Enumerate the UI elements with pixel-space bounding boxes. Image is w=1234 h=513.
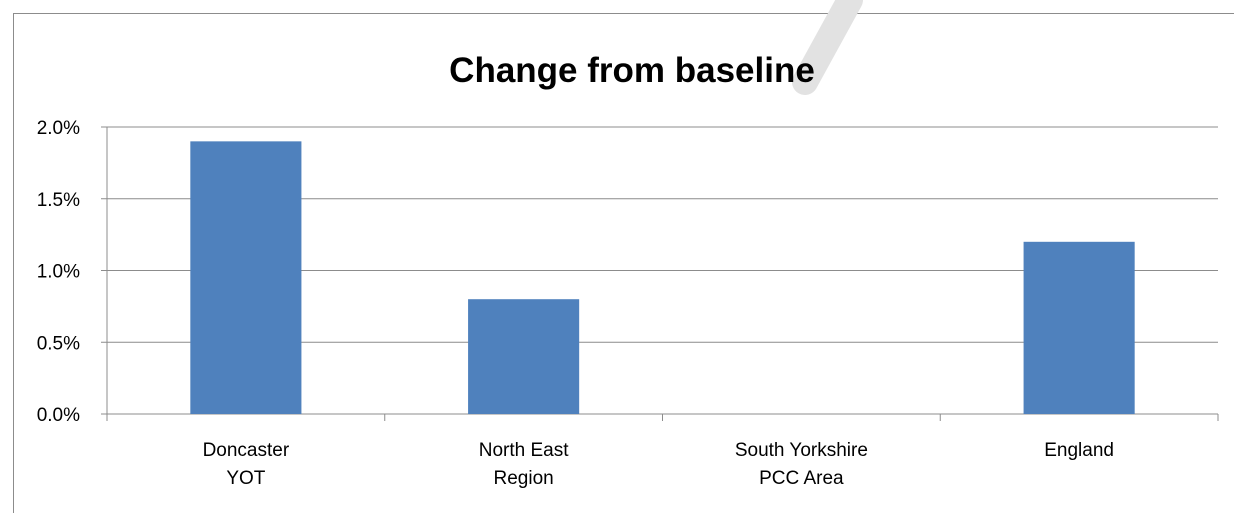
- x-tick-label: England: [1044, 440, 1114, 461]
- chart-title: Change from baseline: [449, 51, 815, 90]
- bar: [1023, 241, 1135, 414]
- x-tick-label: South Yorkshire PCC Area: [735, 440, 868, 489]
- y-tick-label: 1.0%: [37, 262, 80, 283]
- bar: [190, 141, 302, 414]
- y-tick-labels: 0.0% 0.5% 1.0% 1.5% 2.0%: [37, 118, 80, 426]
- y-tick-label: 0.5%: [37, 333, 80, 354]
- y-tick-label: 0.0%: [37, 405, 80, 426]
- bar: [468, 299, 580, 414]
- y-tick-label: 1.5%: [37, 190, 80, 211]
- x-tick-label: Doncaster YOT: [203, 440, 290, 489]
- bars: [190, 141, 1135, 414]
- chart-frame: [13, 13, 1234, 513]
- y-tick-label: 2.0%: [37, 118, 80, 139]
- x-tick-label: North East Region: [479, 440, 569, 489]
- x-tick-labels: Doncaster YOT North East Region South Yorksh…: [203, 440, 1114, 489]
